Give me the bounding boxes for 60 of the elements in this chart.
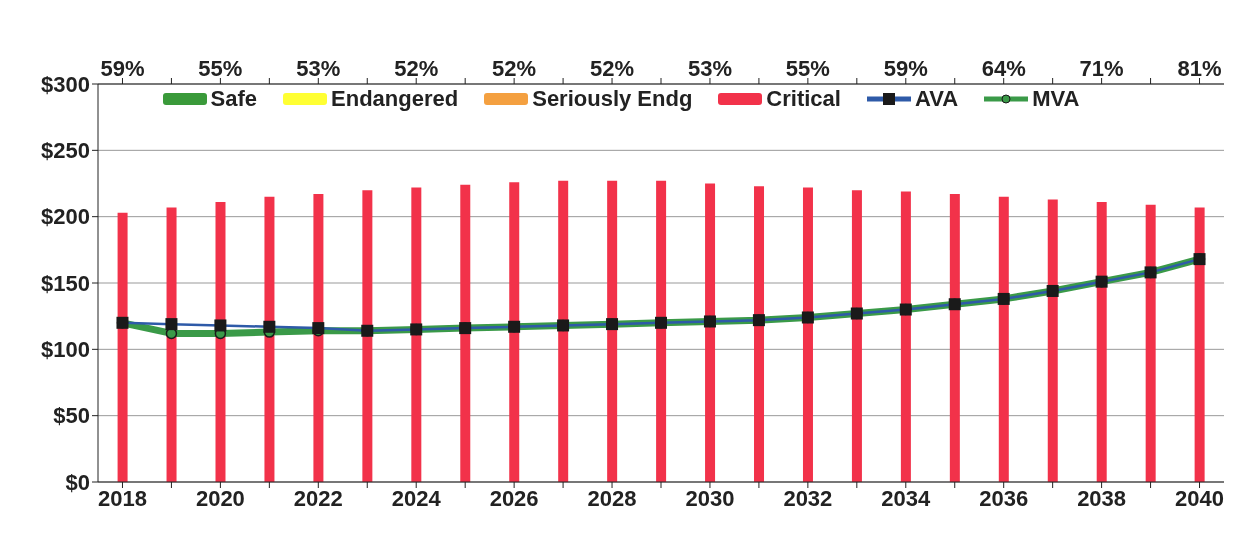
legend-label: Safe [210, 86, 258, 112]
text: 52% [492, 56, 537, 81]
bar [900, 191, 911, 482]
bar [851, 190, 862, 482]
bar [264, 196, 275, 482]
text: 52% [590, 56, 635, 81]
text: 81% [1177, 56, 1222, 81]
bar [166, 207, 177, 482]
text: 52% [394, 56, 439, 81]
y-tick-label: $50 [53, 403, 90, 429]
x-tick-label: 2040 [1175, 485, 1224, 511]
y-tick-label: $250 [41, 138, 90, 164]
x-tick-label: 2026 [489, 485, 539, 511]
text: 64% [981, 56, 1026, 81]
bar [656, 180, 667, 482]
legend-label: AVA [914, 86, 959, 112]
bar [1096, 202, 1107, 482]
bar [362, 190, 373, 482]
x-tick-label: 2032 [783, 485, 833, 511]
legend-label: Seriously Endg [532, 86, 693, 112]
bar [705, 183, 716, 482]
x-tick-label: 2036 [979, 485, 1029, 511]
bar [949, 194, 960, 482]
x-tick-label: 2020 [195, 485, 245, 511]
bar [215, 202, 226, 482]
bar [313, 194, 324, 482]
bar [754, 186, 765, 482]
text: 71% [1079, 56, 1124, 81]
text: 59% [883, 56, 928, 81]
bar [1047, 199, 1058, 482]
bar [607, 180, 618, 482]
bar [117, 212, 128, 482]
legend-label: Critical [766, 86, 841, 112]
x-tick-label: 2024 [391, 485, 442, 511]
text: 55% [198, 56, 243, 81]
x-tick-label: 2038 [1077, 485, 1127, 511]
text: 55% [785, 56, 830, 81]
text: 53% [687, 56, 732, 81]
text: 59% [100, 56, 145, 81]
x-tick-label: 2018 [98, 485, 147, 511]
bar [998, 196, 1009, 482]
bar [1145, 204, 1156, 482]
y-tick-label: $100 [41, 337, 90, 363]
x-tick-label: 2022 [293, 485, 343, 511]
x-tick-label: 2028 [587, 485, 637, 511]
bar [411, 187, 422, 482]
y-tick-label: $200 [41, 204, 90, 230]
bar [558, 180, 569, 482]
bar [460, 184, 471, 482]
bar [802, 187, 813, 482]
x-tick-label: 2034 [881, 485, 932, 511]
legend-label: MVA [1032, 86, 1080, 112]
bar [509, 182, 520, 482]
bar [1194, 207, 1205, 482]
x-tick-label: 2030 [685, 485, 735, 511]
legend-label: Endangered [331, 86, 459, 112]
y-tick-label: $150 [41, 270, 90, 296]
text: 53% [296, 56, 341, 81]
y-tick-label: $0 [65, 469, 90, 495]
y-tick-label: $300 [41, 71, 90, 97]
